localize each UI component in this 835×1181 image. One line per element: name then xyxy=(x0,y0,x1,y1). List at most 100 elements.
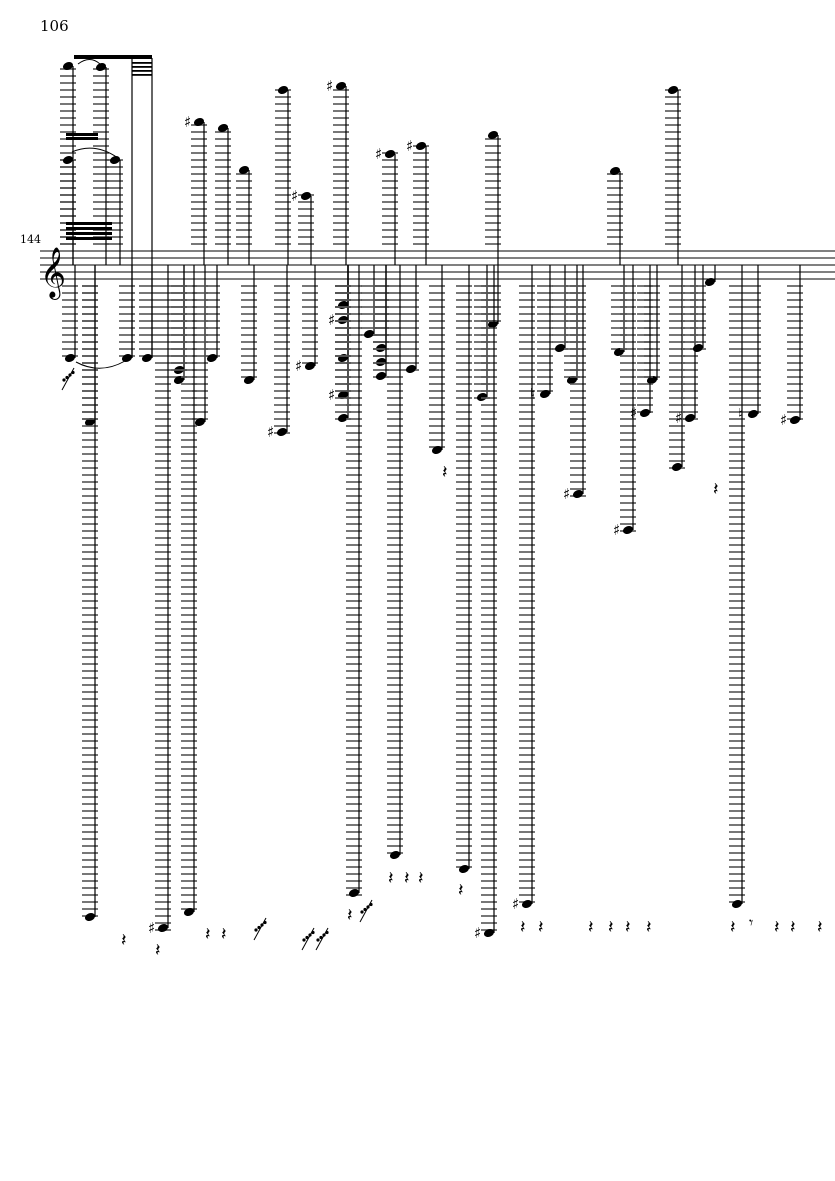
notehead xyxy=(64,353,76,363)
quarter-rest-icon: 𝄽 xyxy=(646,917,652,938)
notehead xyxy=(639,408,651,418)
quarter-rest-icon: 𝄽 xyxy=(817,917,823,938)
notehead xyxy=(337,413,349,423)
notehead xyxy=(141,353,153,363)
notehead xyxy=(389,850,401,860)
notehead xyxy=(337,353,349,363)
beam xyxy=(66,137,98,140)
quarter-rest-icon: 𝄽 xyxy=(442,462,448,483)
quarter-rest-icon: 𝄽 xyxy=(790,917,796,938)
grace-slash xyxy=(253,917,267,941)
quarter-rest-icon: 𝄽 xyxy=(121,930,127,951)
notehead xyxy=(337,300,349,310)
sharp-icon: ♯ xyxy=(328,311,335,329)
beam xyxy=(66,232,112,235)
notehead xyxy=(731,899,743,909)
grace-slash xyxy=(61,367,75,391)
tie xyxy=(77,59,101,65)
natural-icon: ♮ xyxy=(530,385,535,403)
grace-slash xyxy=(301,927,315,951)
notehead xyxy=(622,525,634,535)
notehead xyxy=(415,141,427,151)
sharp-icon: ♯ xyxy=(780,411,787,429)
notehead xyxy=(458,864,470,874)
beam xyxy=(66,237,112,240)
beam xyxy=(132,74,152,76)
notehead xyxy=(363,329,375,339)
notehead xyxy=(348,888,360,898)
quarter-rest-icon: 𝄽 xyxy=(205,924,211,945)
sharp-icon: ♯ xyxy=(328,386,335,404)
quarter-rest-icon: 𝄽 xyxy=(608,917,614,938)
sharp-icon: ♯ xyxy=(406,137,413,155)
beam xyxy=(66,227,112,230)
grace-note xyxy=(65,375,69,380)
quarter-rest-icon: 𝄽 xyxy=(458,880,464,901)
notehead xyxy=(476,392,488,402)
notehead xyxy=(487,130,499,140)
notehead xyxy=(375,357,387,367)
sharp-icon: ♯ xyxy=(291,187,298,205)
notehead xyxy=(789,415,801,425)
quarter-rest-icon: 𝄽 xyxy=(418,868,424,889)
grace-note xyxy=(363,907,367,912)
quarter-rest-icon: 𝄽 xyxy=(388,868,394,889)
notehead xyxy=(84,417,96,427)
notehead xyxy=(375,343,387,353)
notehead xyxy=(173,375,185,385)
notehead xyxy=(692,343,704,353)
quarter-rest-icon: 𝄽 xyxy=(774,917,780,938)
notehead xyxy=(566,375,578,385)
sharp-icon: ♯ xyxy=(613,521,620,539)
quarter-rest-icon: 𝄽 xyxy=(730,917,736,938)
tie xyxy=(75,360,126,369)
measure-number: 144 xyxy=(20,233,41,246)
notehead xyxy=(684,413,696,423)
grace-slash xyxy=(359,899,373,923)
notehead xyxy=(276,427,288,437)
eighth-rest-icon: 𝄾 xyxy=(749,913,753,932)
quarter-rest-icon: 𝄽 xyxy=(347,905,353,926)
grace-slash xyxy=(315,927,329,951)
sharp-icon: ♯ xyxy=(184,113,191,131)
notehead xyxy=(62,155,74,165)
notehead xyxy=(487,319,499,329)
notehead xyxy=(539,389,551,399)
grace-note xyxy=(316,938,320,942)
notehead xyxy=(483,928,495,938)
beam xyxy=(66,222,112,225)
tie xyxy=(71,147,119,159)
notehead xyxy=(384,149,396,159)
notehead xyxy=(62,61,74,71)
grace-note xyxy=(302,938,306,942)
notehead xyxy=(337,315,349,325)
sharp-icon: ♯ xyxy=(295,357,302,375)
quarter-rest-icon: 𝄽 xyxy=(538,917,544,938)
quarter-rest-icon: 𝄽 xyxy=(221,924,227,945)
notehead xyxy=(300,191,312,201)
notehead xyxy=(671,462,683,472)
notehead xyxy=(243,375,255,385)
sharp-icon: ♯ xyxy=(267,423,274,441)
grace-note xyxy=(254,928,258,932)
beam xyxy=(132,66,152,68)
grace-note xyxy=(257,925,261,930)
beam xyxy=(132,62,152,64)
notehead xyxy=(613,347,625,357)
notehead xyxy=(337,390,349,400)
sharp-icon: ♯ xyxy=(326,77,333,95)
quarter-rest-icon: 𝄽 xyxy=(713,479,719,500)
sharp-icon: ♯ xyxy=(675,409,682,427)
quarter-rest-icon: 𝄽 xyxy=(404,868,410,889)
notehead xyxy=(554,343,566,353)
quarter-rest-icon: 𝄽 xyxy=(625,917,631,938)
notehead xyxy=(431,445,443,455)
quarter-rest-icon: 𝄽 xyxy=(588,917,594,938)
notehead xyxy=(183,907,195,917)
sharp-icon: ♯ xyxy=(375,145,382,163)
notehead xyxy=(84,912,96,922)
notehead xyxy=(335,81,347,91)
sharp-icon: ♯ xyxy=(630,404,637,422)
quarter-rest-icon: 𝄽 xyxy=(155,940,161,961)
